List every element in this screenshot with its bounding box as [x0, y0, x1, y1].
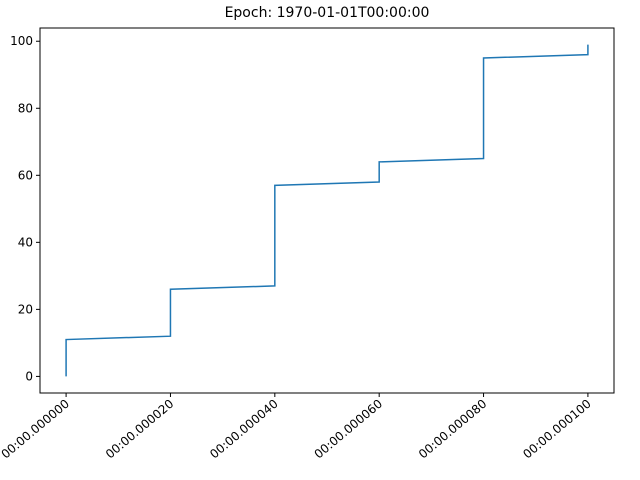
- y-tick-label: 100: [10, 34, 33, 48]
- x-tick-label: 00:00.000100: [520, 397, 594, 462]
- y-tick-label: 40: [18, 235, 33, 249]
- y-tick-label: 60: [18, 168, 33, 182]
- line: [65, 44, 589, 377]
- x-tick-label: 00:00.000040: [207, 397, 281, 462]
- x-tick-label: 00:00.000000: [0, 397, 72, 462]
- y-tick-label: 20: [18, 302, 33, 316]
- axes-frame: [39, 27, 615, 394]
- x-tick-label: 00:00.000080: [416, 397, 490, 462]
- x-tick-label: 00:00.000020: [103, 397, 177, 462]
- chart-title: Epoch: 1970-01-01T00:00:00: [225, 5, 430, 21]
- y-tick-label: 0: [25, 369, 33, 383]
- y-tick-label: 80: [18, 101, 33, 115]
- x-tick-label: 00:00.000060: [312, 397, 386, 462]
